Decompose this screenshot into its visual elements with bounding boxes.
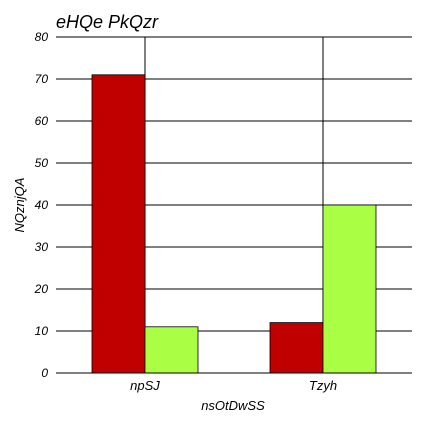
bars [91, 74, 377, 374]
bar-npSJ-series-2 [144, 326, 199, 374]
bar-Tzyh-series-1 [269, 322, 324, 374]
y-axis-label: NQznjQA [12, 178, 27, 233]
x-tick-labels: npSJ Tzyh [130, 378, 337, 393]
y-tick-label: 50 [35, 156, 49, 170]
bar-Tzyh-series-2 [322, 204, 377, 374]
y-tick-label: 70 [35, 72, 49, 86]
chart-title: eHQe PkQzr [56, 12, 159, 32]
y-tick-label: 40 [35, 198, 49, 212]
y-tick-label: 60 [35, 114, 49, 128]
y-tick-labels: 0 10 20 30 40 50 60 70 80 [34, 30, 49, 380]
y-tick-label: 0 [41, 366, 48, 380]
x-axis-label: nsOtDwSS [201, 398, 265, 413]
y-tick-label: 80 [35, 30, 49, 44]
y-tick-label: 20 [34, 282, 49, 296]
x-tick-label: Tzyh [309, 378, 337, 393]
y-tick-label: 10 [35, 324, 49, 338]
y-tick-label: 30 [35, 240, 49, 254]
bar-npSJ-series-1 [91, 74, 146, 374]
x-tick-label: npSJ [130, 378, 160, 393]
